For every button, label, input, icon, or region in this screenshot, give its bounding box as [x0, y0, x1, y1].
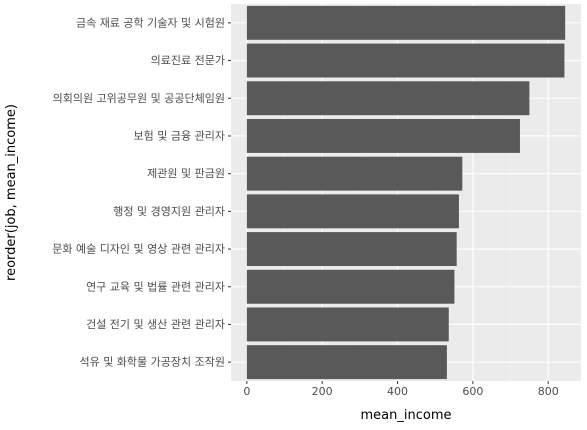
- x-tick-label: 600: [462, 385, 483, 398]
- y-tick-label: 제관원 및 판금원: [147, 167, 225, 180]
- y-tick-label: 문화 예술 디자인 및 영상 관련 관리자: [52, 243, 225, 256]
- bar: [246, 43, 565, 78]
- x-tick-label: 800: [538, 385, 559, 398]
- x-tick-label: 400: [387, 385, 408, 398]
- y-tick-label: 금속 재료 공학 기술자 및 시험원: [76, 16, 225, 29]
- y-tick-label: 의회의원 고위공무원 및 공공단체임원: [53, 92, 225, 105]
- y-tick-label: 석유 및 화학물 가공장치 조작원: [79, 356, 225, 369]
- y-tick-label: 건설 전기 및 생산 관련 관리자: [86, 318, 225, 331]
- y-axis-title: reorder(job, mean_income): [4, 104, 19, 281]
- y-tick-label: 의료진료 전문가: [151, 54, 225, 67]
- y-tick-label: 행정 및 경영지원 관리자: [113, 205, 225, 218]
- bar: [246, 118, 520, 153]
- x-axis-ticks: 0 200 400 600 800: [243, 381, 559, 398]
- x-tick-label: 200: [312, 385, 333, 398]
- bar: [246, 345, 447, 380]
- y-tick-label: 연구 교육 및 법률 관련 관리자: [86, 280, 225, 293]
- y-tick-label: 보험 및 금융 관리자: [134, 129, 225, 142]
- x-tick-label: 0: [243, 385, 250, 398]
- bar: [246, 269, 455, 304]
- bar: [246, 232, 457, 267]
- x-axis-title: mean_income: [361, 408, 452, 423]
- bar: [246, 194, 459, 229]
- bar: [246, 5, 566, 40]
- bar: [246, 156, 463, 191]
- bars: [246, 5, 566, 380]
- bar: [246, 307, 449, 342]
- bar: [246, 81, 530, 116]
